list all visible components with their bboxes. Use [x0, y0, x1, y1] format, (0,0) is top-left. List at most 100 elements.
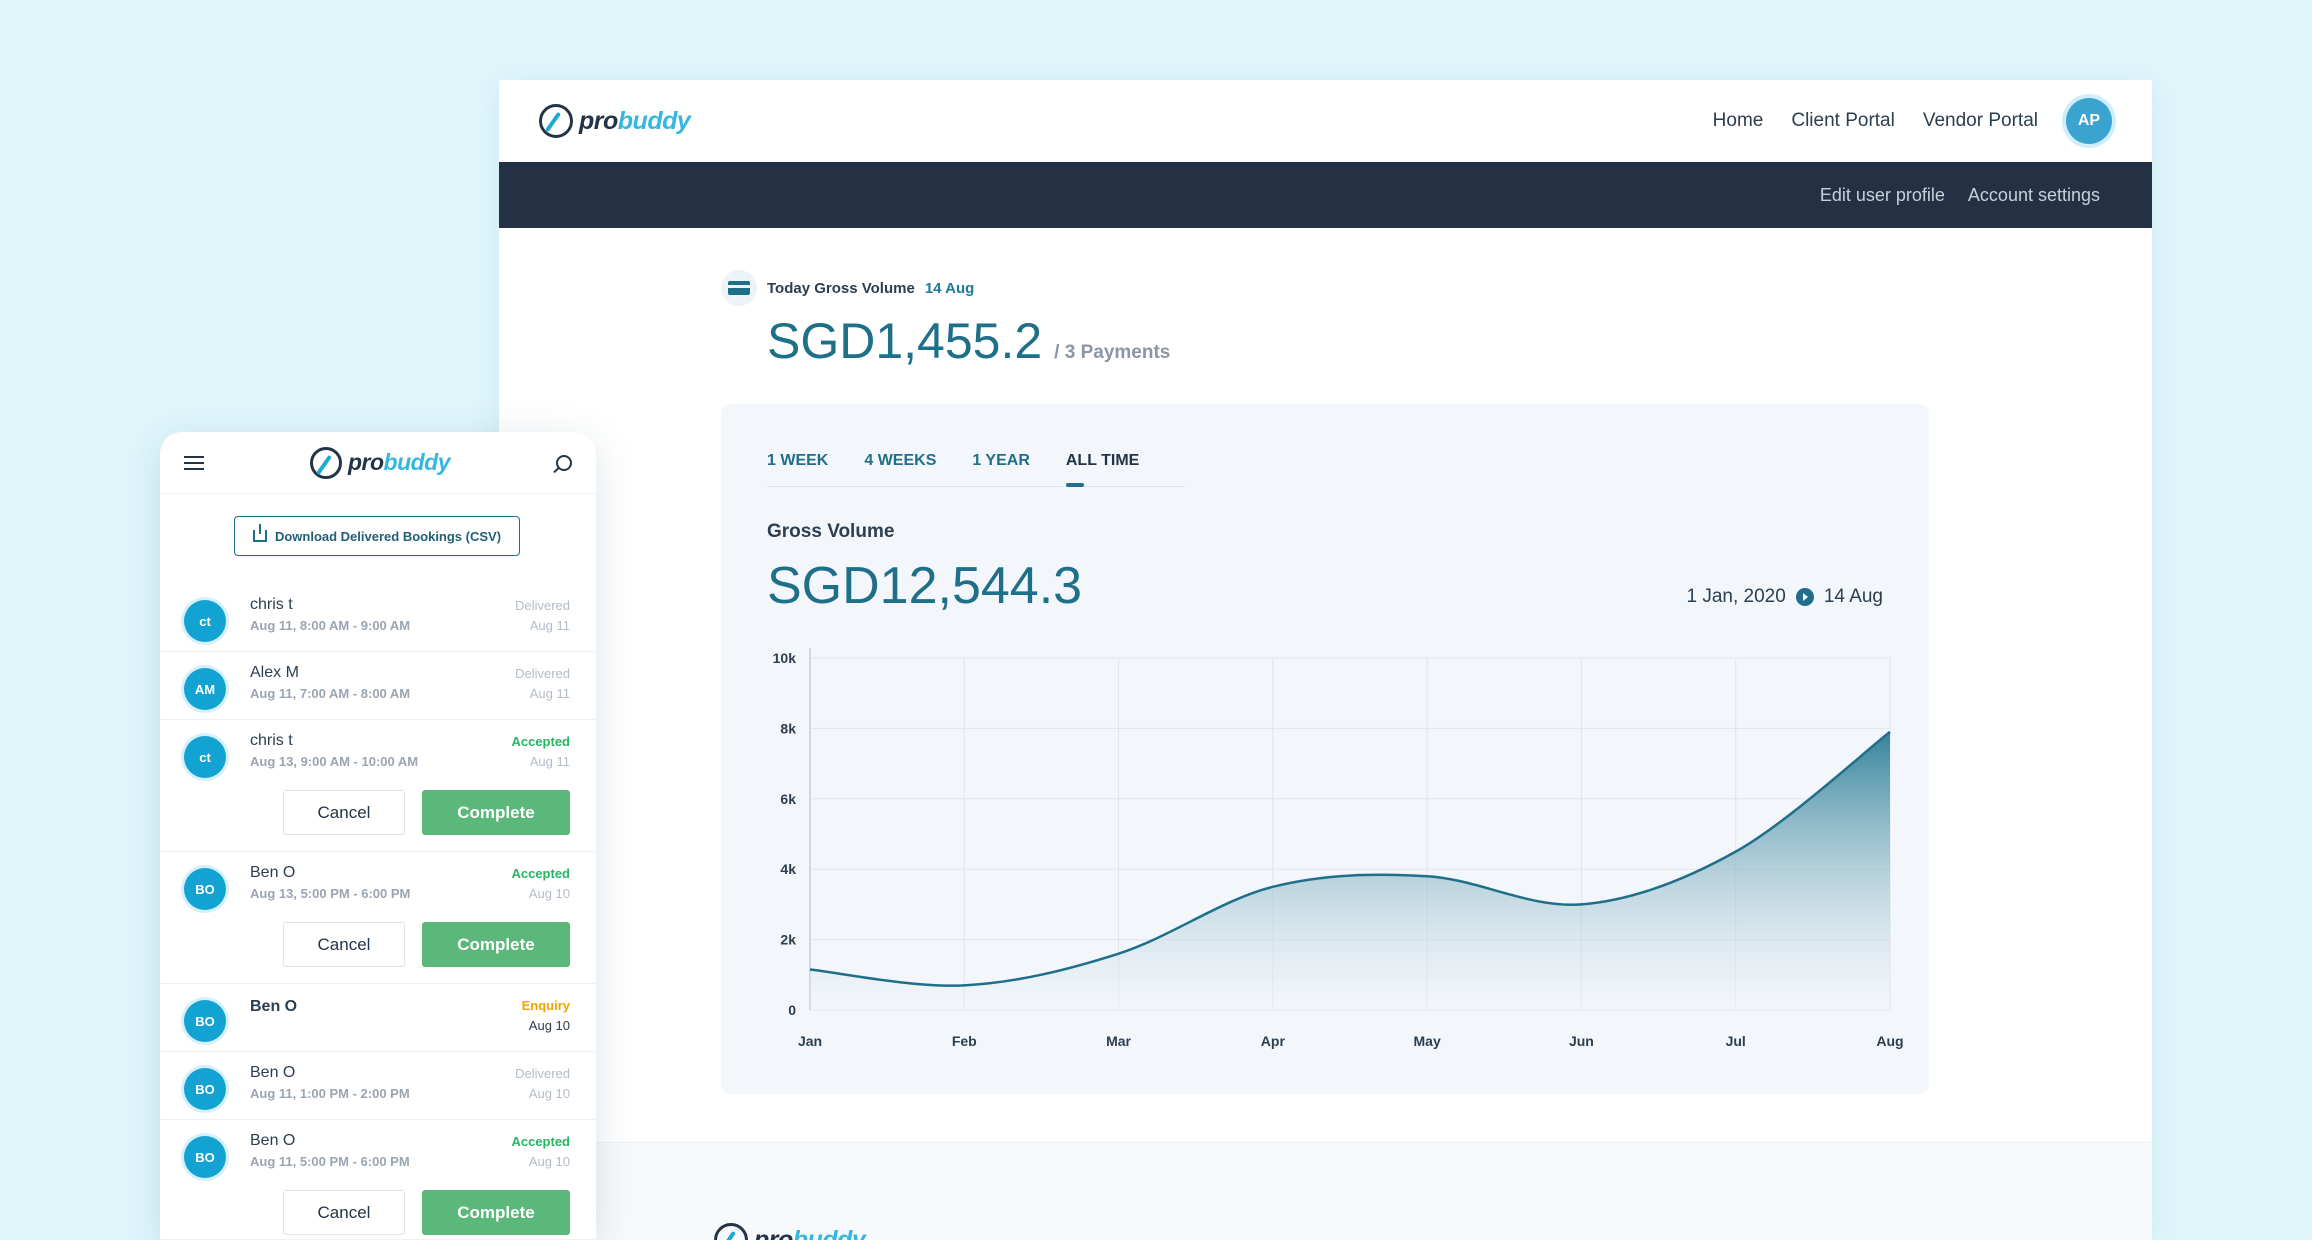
x-tick-label: May	[1414, 1033, 1441, 1049]
mobile-logo-mark-icon	[309, 446, 342, 479]
desktop-window: probuddy Home Client Portal Vendor Porta…	[499, 80, 2152, 1240]
booking-time: Aug 13, 9:00 AM - 10:00 AM	[250, 754, 419, 769]
y-tick-label: 10k	[773, 650, 797, 666]
cancel-button[interactable]: Cancel	[283, 790, 405, 835]
booking-time: Aug 11, 1:00 PM - 2:00 PM	[250, 1086, 410, 1101]
avatar: BO	[184, 1068, 226, 1110]
nav-home[interactable]: Home	[1712, 110, 1764, 131]
menu-icon[interactable]	[184, 455, 204, 470]
nav-vendor-portal[interactable]: Vendor Portal	[1922, 110, 2038, 131]
download-csv-button[interactable]: Download Delivered Bookings (CSV)	[234, 516, 520, 556]
booking-name: Ben O	[250, 998, 298, 1015]
complete-button[interactable]: Complete	[422, 922, 570, 967]
booking-date: Aug 10	[528, 1018, 570, 1033]
booking-time: Aug 11, 7:00 AM - 8:00 AM	[250, 686, 411, 701]
booking-name: chris t	[250, 596, 293, 613]
logo-buddy: buddy	[617, 106, 691, 135]
sub-nav: Edit user profile Account settings	[499, 162, 2152, 228]
booking-time: Aug 11, 5:00 PM - 6:00 PM	[250, 1154, 410, 1169]
tab-4-weeks[interactable]: 4 WEEKS	[864, 452, 937, 469]
download-icon	[252, 524, 267, 542]
tab-all-time[interactable]: ALL TIME	[1065, 452, 1140, 487]
x-tick-label: Feb	[952, 1033, 977, 1049]
cancel-button[interactable]: Cancel	[283, 1190, 405, 1235]
nav-client-portal[interactable]: Client Portal	[1791, 110, 1895, 131]
footer-logo-pro: pro	[754, 1225, 793, 1240]
edit-user-profile-link[interactable]: Edit user profile	[1819, 184, 1945, 205]
date-range[interactable]: 1 Jan, 2020 14 Aug	[1687, 586, 1883, 608]
series-area	[810, 731, 1890, 1010]
booking-time: Aug 11, 8:00 AM - 9:00 AM	[250, 618, 411, 633]
status-badge: Enquiry	[521, 998, 570, 1013]
gross-volume-chart: 0 2k 4k 6k 8k 10k Jan Feb Mar Apr May Jun Jul Aug	[773, 648, 1904, 1049]
range-end: 14 Aug	[1823, 586, 1883, 607]
booking-name: Alex M	[250, 664, 299, 681]
mobile-logo-buddy: buddy	[383, 449, 451, 475]
tab-1-year[interactable]: 1 YEAR	[972, 452, 1030, 469]
account-settings-link[interactable]: Account settings	[1967, 184, 2100, 205]
booking-date: Aug 10	[528, 1154, 570, 1169]
mobile-header: probuddy	[160, 432, 596, 494]
booking-date: Aug 11	[529, 754, 570, 769]
booking-name: Ben O	[250, 1132, 296, 1149]
tab-1-week[interactable]: 1 WEEK	[767, 452, 829, 469]
period-tabs: 1 WEEK 4 WEEKS 1 YEAR ALL TIME	[767, 452, 1185, 487]
y-tick-label: 6k	[780, 791, 796, 807]
avatar: BO	[184, 1000, 226, 1042]
status-badge: Accepted	[511, 866, 570, 881]
complete-button[interactable]: Complete	[422, 790, 570, 835]
mobile-logo[interactable]: probuddy	[309, 446, 451, 479]
today-label: Today Gross Volume	[767, 279, 915, 297]
user-avatar[interactable]: AP	[2066, 98, 2112, 144]
logo-mark-icon	[539, 104, 573, 138]
series-line	[809, 730, 1891, 987]
x-tick-label: Jan	[798, 1033, 822, 1049]
x-tick-label: Apr	[1261, 1033, 1286, 1049]
booking-item[interactable]: BO Ben O Aug 11, 1:00 PM - 2:00 PM Delivere…	[160, 1052, 596, 1120]
mobile-panel: probuddy Download Delivered Bookings (CS…	[160, 432, 596, 1240]
credit-card-icon	[721, 270, 757, 306]
footer-logo[interactable]: probuddy	[714, 1223, 866, 1240]
gross-volume-amount: SGD12,544.3	[767, 557, 1083, 615]
x-tick-label: Jun	[1569, 1033, 1594, 1049]
booking-name: chris t	[250, 732, 293, 749]
y-tick-label: 2k	[780, 932, 796, 948]
logo[interactable]: probuddy	[539, 104, 691, 138]
search-icon[interactable]	[556, 454, 572, 471]
booking-date: Aug 10	[528, 1086, 570, 1101]
booking-date: Aug 11	[529, 618, 570, 633]
status-badge: Accepted	[511, 734, 570, 749]
status-badge: Accepted	[511, 1134, 570, 1149]
today-date: 14 Aug	[924, 279, 975, 297]
today-payments: / 3 Payments	[1054, 342, 1171, 363]
logo-pro: pro	[579, 106, 618, 135]
booking-item[interactable]: BO Ben O Aug 11, 5:00 PM - 6:00 PM Accepted…	[160, 1120, 596, 1240]
booking-item[interactable]: BO Ben O Aug 13, 5:00 PM - 6:00 PM Accepted…	[160, 852, 596, 984]
avatar: ct	[184, 736, 226, 778]
cancel-button[interactable]: Cancel	[283, 922, 405, 967]
avatar: BO	[184, 1136, 226, 1178]
footer-logo-buddy: buddy	[792, 1225, 866, 1240]
booking-date: Aug 10	[528, 886, 570, 901]
booking-name: Ben O	[250, 864, 296, 881]
booking-item[interactable]: BO Ben O Enquiry Aug 10	[160, 984, 596, 1052]
arrow-right-icon	[1795, 588, 1814, 606]
booking-item[interactable]: ct chris t Aug 11, 8:00 AM - 9:00 AM Delive…	[160, 584, 596, 652]
x-tick-label: Aug	[1876, 1033, 1903, 1049]
footer-logo-mark-icon	[714, 1223, 748, 1240]
x-tick-label: Mar	[1106, 1033, 1131, 1049]
avatar: AM	[184, 668, 226, 710]
booking-item[interactable]: ct chris t Aug 13, 9:00 AM - 10:00 AM Accep…	[160, 720, 596, 852]
complete-button[interactable]: Complete	[422, 1190, 570, 1235]
avatar: BO	[184, 868, 226, 910]
booking-date: Aug 11	[529, 686, 570, 701]
booking-item[interactable]: AM Alex M Aug 11, 7:00 AM - 8:00 AM Deliver…	[160, 652, 596, 720]
today-amount: SGD1,455.2	[767, 313, 1043, 369]
y-tick-label: 8k	[780, 720, 796, 736]
top-nav: Home Client Portal Vendor Portal AP	[1713, 98, 2112, 144]
x-tick-label: Jul	[1726, 1033, 1746, 1049]
today-gross-volume: Today Gross Volume 14 Aug SGD1,455.2 / 3…	[721, 270, 1170, 370]
booking-time: Aug 13, 5:00 PM - 6:00 PM	[250, 886, 411, 901]
top-bar: probuddy Home Client Portal Vendor Porta…	[499, 80, 2152, 162]
status-badge: Delivered	[515, 598, 570, 613]
